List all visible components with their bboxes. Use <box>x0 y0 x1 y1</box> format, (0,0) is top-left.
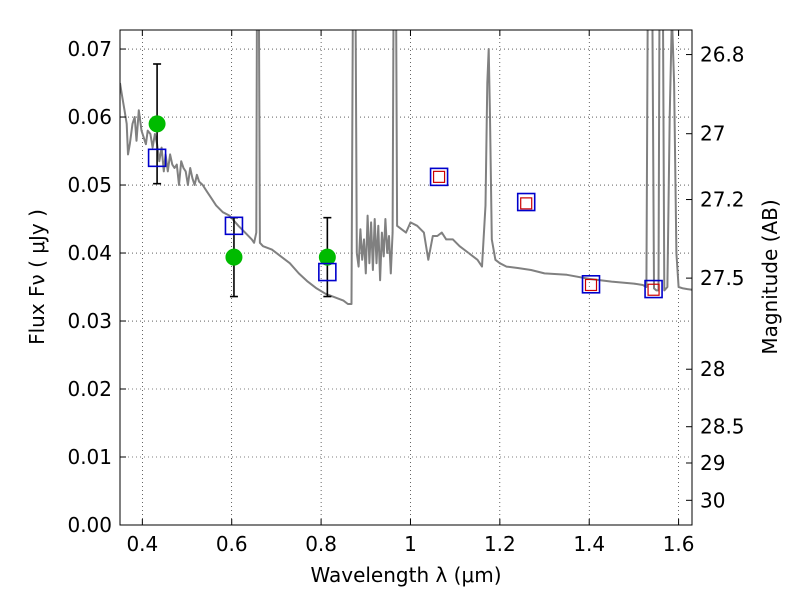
upper-limit-square <box>432 170 446 183</box>
x-tick-label: 1.2 <box>484 532 516 556</box>
magnitude-tick-label: 27.5 <box>700 266 745 290</box>
plot-markers <box>147 63 663 299</box>
plot-data <box>120 30 692 305</box>
model-flux-square <box>147 148 167 168</box>
upper-limit-square <box>584 278 598 292</box>
x-tick-label: 0.8 <box>305 532 337 556</box>
magnitude-tick-label: 27.2 <box>700 188 745 212</box>
y-tick-label: 0.05 <box>67 173 112 197</box>
x-tick-label: 0.4 <box>126 532 158 556</box>
model-flux-square <box>581 274 601 294</box>
magnitude-axis-label: Magnitude (AB) <box>758 199 782 354</box>
observed-flux-point <box>318 248 336 266</box>
magnitude-tick-label: 27 <box>700 122 725 146</box>
model-flux-square <box>644 279 663 299</box>
x-tick-label: 0.6 <box>216 532 248 556</box>
magnitude-tick-label: 29 <box>700 451 725 475</box>
model-flux-square <box>429 167 449 187</box>
magnitude-tick-label: 28 <box>700 357 725 381</box>
magnitude-tick-label: 26.8 <box>700 43 745 67</box>
y-tick-label: 0.02 <box>67 377 112 401</box>
x-tick-label: 1.6 <box>663 532 695 556</box>
y-tick-label: 0.07 <box>67 37 112 61</box>
model-flux-square <box>516 192 536 212</box>
x-tick-label: 1 <box>404 532 417 556</box>
ticks: 0.4 0.6 0.8 1 1.2 1.4 1.6 0.00 0.01 0.02 0.03 0.04 0… <box>67 30 745 556</box>
model-flux-square <box>224 216 244 236</box>
magnitude-tick-label: 30 <box>700 488 725 512</box>
model-flux-square <box>318 262 337 282</box>
upper-limit-square <box>520 197 533 210</box>
magnitude-tick-label: 28.5 <box>700 415 745 439</box>
y-tick-label: 0.06 <box>67 105 112 129</box>
y-tick-label: 0.00 <box>67 513 112 537</box>
plot-frame <box>119 29 693 526</box>
y-tick-label: 0.04 <box>67 241 112 265</box>
y-tick-label: 0.01 <box>67 445 112 469</box>
x-tick-label: 1.4 <box>573 532 605 556</box>
template-spectrum-line <box>120 30 692 305</box>
y-axis-label: Flux Fν ( μJy ) <box>25 209 49 345</box>
observed-flux-point <box>148 115 166 133</box>
x-axis-label: Wavelength λ (μm) <box>310 563 501 587</box>
observed-flux-point <box>225 248 243 266</box>
y-tick-label: 0.03 <box>67 309 112 333</box>
upper-limit-square <box>647 283 660 296</box>
